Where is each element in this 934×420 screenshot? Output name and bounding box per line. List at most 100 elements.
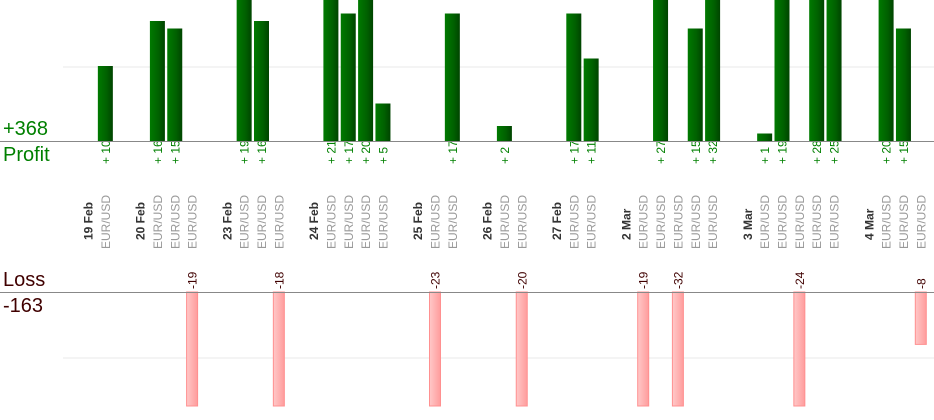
pair-label: EUR/USD	[359, 195, 373, 249]
profit-value-label: + 27	[654, 140, 668, 164]
profit-bar	[878, 0, 894, 141]
loss-bar	[793, 291, 806, 407]
profit-value-label: + 19	[238, 140, 252, 164]
loss-bar	[637, 291, 650, 407]
pair-label: EUR/USD	[897, 195, 911, 249]
profit-value-label: + 17	[342, 140, 356, 164]
loss-value-label: -19	[637, 271, 651, 289]
pair-label: EUR/USD	[758, 195, 772, 249]
loss-value-label: -20	[515, 271, 529, 289]
profit-value-label: + 32	[706, 140, 720, 164]
profit-value-label: + 15	[689, 140, 703, 164]
pair-label: EUR/USD	[637, 195, 651, 249]
profit-value-label: + 17	[567, 140, 581, 164]
profit-total: +368	[3, 118, 49, 140]
loss-bar	[429, 291, 441, 407]
pair-label: EUR/USD	[429, 195, 443, 249]
profit-value-label: + 10	[99, 140, 113, 164]
pair-label: EUR/USD	[342, 195, 356, 249]
date-label: 4 Mar	[862, 208, 876, 240]
pair-label: EUR/USD	[567, 195, 581, 249]
profit-value-label: + 21	[324, 140, 338, 164]
loss-value-label: -8	[914, 278, 928, 289]
pair-label: EUR/USD	[324, 195, 338, 249]
date-label: 26 Feb	[481, 202, 495, 240]
pair-label: EUR/USD	[689, 195, 703, 249]
pair-label: EUR/USD	[238, 195, 252, 249]
loss-label: Loss	[3, 269, 46, 291]
profit-bar	[826, 0, 842, 141]
profit-value-label: + 20	[359, 140, 373, 164]
pair-label: EUR/USD	[706, 195, 720, 249]
pair-label: EUR/USD	[880, 195, 894, 249]
profit-bar	[375, 103, 391, 141]
profit-bar	[895, 28, 911, 141]
profit-bar	[687, 28, 703, 141]
profit-bar	[97, 66, 113, 141]
profit-bar	[757, 133, 773, 141]
profit-value-label: + 16	[255, 140, 269, 164]
profit-bar	[774, 0, 790, 141]
profit-value-label: + 11	[585, 141, 599, 164]
pair-label: EUR/USD	[498, 195, 512, 249]
loss-value-label: -19	[186, 271, 200, 289]
loss-bar	[914, 291, 927, 345]
date-label: 24 Feb	[307, 202, 321, 240]
date-label: 23 Feb	[220, 202, 234, 240]
pair-label: EUR/USD	[793, 195, 807, 249]
date-label: 2 Mar	[619, 208, 633, 240]
profit-value-label: + 5	[376, 147, 390, 164]
pair-label: EUR/USD	[186, 195, 200, 249]
profit-value-label: + 19	[776, 140, 790, 164]
pair-label: EUR/USD	[151, 195, 165, 249]
date-label: 3 Mar	[741, 208, 755, 240]
profit-value-label: + 15	[897, 140, 911, 164]
profit-bar	[236, 0, 252, 141]
profit-value-label: + 15	[168, 140, 182, 164]
loss-total: -163	[3, 295, 44, 317]
profit-bar	[167, 28, 183, 141]
date-label: 20 Feb	[134, 202, 148, 240]
pair-label: EUR/USD	[585, 195, 599, 249]
profit-value-label: + 16	[151, 140, 165, 164]
pair-label: EUR/USD	[168, 195, 182, 249]
date-label: 27 Feb	[550, 202, 564, 240]
loss-bar	[515, 291, 528, 407]
profit-bar	[149, 21, 165, 141]
loss-value-label: -23	[429, 271, 443, 289]
pair-label: EUR/USD	[446, 195, 460, 249]
pair-label: EUR/USD	[376, 195, 390, 249]
profit-value-label: + 20	[880, 140, 894, 164]
pair-label: EUR/USD	[810, 195, 824, 249]
profit-bar	[809, 0, 825, 141]
loss-bar	[671, 291, 684, 407]
pair-label: EUR/USD	[515, 195, 529, 249]
profit-bar	[496, 126, 512, 141]
profit-value-label: + 17	[446, 140, 460, 164]
profit-bar	[358, 0, 374, 141]
pair-label: EUR/USD	[776, 195, 790, 249]
pair-label: EUR/USD	[828, 195, 842, 249]
profit-bar	[583, 58, 599, 141]
profit-value-label: + 28	[810, 140, 824, 164]
profit-value-label: + 2	[498, 147, 512, 164]
profit-value-label: + 1	[758, 147, 772, 164]
pair-label: EUR/USD	[671, 195, 685, 249]
pair-label: EUR/USD	[914, 195, 928, 249]
date-label: 25 Feb	[411, 202, 425, 240]
pair-label: EUR/USD	[255, 195, 269, 249]
profit-bar	[340, 13, 356, 141]
loss-bar	[272, 291, 285, 407]
loss-bar	[186, 291, 199, 407]
profit-bar	[444, 13, 460, 141]
loss-value-label: -32	[671, 271, 685, 289]
profit-bar	[653, 0, 669, 141]
pair-label: EUR/USD	[99, 195, 113, 249]
profit-value-label: + 25	[828, 140, 842, 164]
pair-label: EUR/USD	[272, 195, 286, 249]
loss-value-label: -24	[793, 271, 807, 289]
profit-bar	[323, 0, 339, 141]
date-label: 19 Feb	[82, 202, 96, 240]
loss-value-label: -18	[272, 271, 286, 289]
